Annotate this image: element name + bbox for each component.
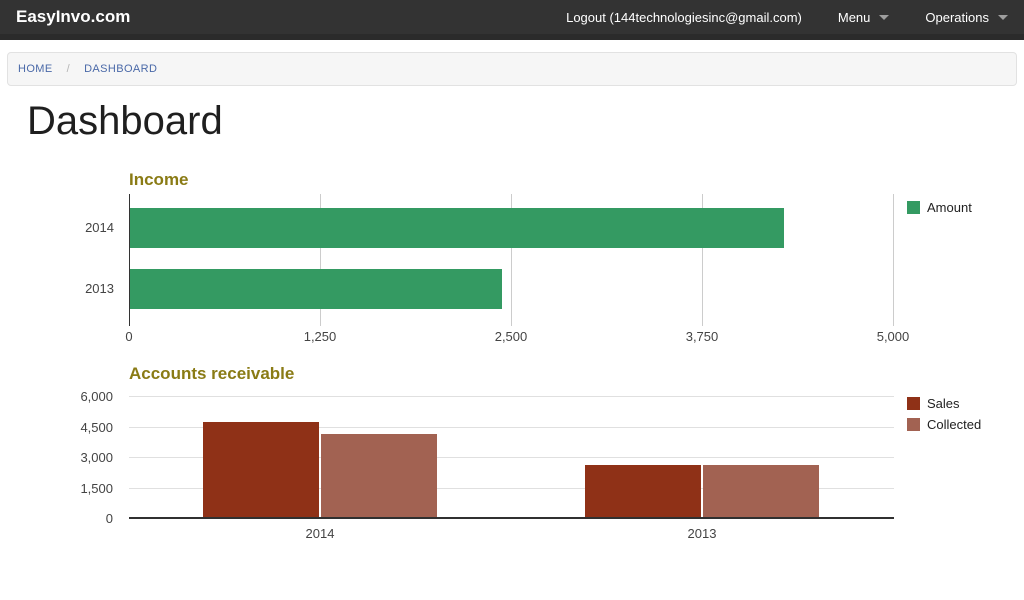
income-bar-2014 <box>130 208 784 248</box>
accounts-receivable-title: Accounts receivable <box>129 364 295 383</box>
income-gridline <box>511 194 512 326</box>
ar-bar-sales-2014 <box>203 422 319 517</box>
logout-link[interactable]: Logout (144technologiesinc@gmail.com) <box>566 10 802 25</box>
operations-label: Operations <box>925 9 989 25</box>
income-category-label: 2013 <box>85 281 114 296</box>
amount-swatch-icon <box>907 201 920 214</box>
income-y-axis-line <box>129 194 130 326</box>
income-gridline <box>893 194 894 326</box>
sales-swatch-icon <box>907 397 920 410</box>
ar-ytick: 6,000 <box>80 389 113 404</box>
breadcrumb: HOME / DASHBOARD <box>7 52 1017 86</box>
ar-gridline <box>129 457 894 458</box>
income-xtick: 3,750 <box>685 329 719 344</box>
collected-swatch-icon <box>907 418 920 431</box>
income-xtick: 1,250 <box>303 329 337 344</box>
ar-ytick: 0 <box>105 511 113 526</box>
income-category-label: 2014 <box>85 220 114 235</box>
ar-ytick: 4,500 <box>80 419 113 435</box>
legend-label: Sales <box>927 396 960 411</box>
chevron-down-icon <box>998 14 1008 20</box>
menu-dropdown[interactable]: Menu <box>838 10 890 25</box>
accounts-receivable-plot-area: 6,000 4,500 3,000 1,500 0 2014 2013 Sale… <box>80 389 981 541</box>
income-chart-title: Income <box>129 170 189 189</box>
breadcrumb-current: DASHBOARD <box>84 63 158 75</box>
accounts-receivable-legend: Sales Collected <box>907 393 981 435</box>
income-bar-2013 <box>130 269 503 309</box>
ar-gridline <box>129 487 894 489</box>
ar-ytick: 3,000 <box>80 450 113 465</box>
ar-ytick: 1,500 <box>80 480 113 496</box>
accounts-receivable-chart: Accounts receivable 6,000 4,500 3,000 1,… <box>80 364 1024 541</box>
page-title: Dashboard <box>27 99 223 143</box>
legend-label: Collected <box>927 417 982 432</box>
income-xtick: 0 <box>125 329 133 344</box>
income-legend: Amount <box>907 197 972 218</box>
income-gridline <box>320 194 321 326</box>
income-xtick: 5,000 <box>876 329 910 344</box>
navbar-right: Logout (144technologiesinc@gmail.com) Me… <box>566 10 1008 25</box>
brand-logo[interactable]: EasyInvo.com <box>16 7 131 26</box>
chevron-down-icon <box>879 14 890 20</box>
ar-bar-collected-2013 <box>703 464 819 517</box>
ar-gridline <box>129 396 894 397</box>
legend-label: Amount <box>927 200 972 215</box>
income-gridline <box>702 194 703 326</box>
ar-gridline <box>129 426 894 428</box>
logout-label: Logout (144technologiesinc@gmail.com) <box>566 9 802 25</box>
menu-label: Menu <box>837 9 871 25</box>
ar-bar-sales-2013 <box>585 464 701 517</box>
ar-category-label: 2013 <box>687 526 717 541</box>
legend-item-collected: Collected <box>907 414 981 435</box>
legend-item-amount: Amount <box>907 197 972 218</box>
top-navbar: EasyInvo.com Logout (144technologiesinc@… <box>0 0 1024 40</box>
income-plot-area: 2014 2013 0 1,250 2,500 3,750 5,000 Amou… <box>85 194 972 344</box>
operations-dropdown[interactable]: Operations <box>925 10 1008 25</box>
ar-category-label: 2014 <box>305 526 335 541</box>
breadcrumb-home-link[interactable]: HOME <box>18 63 53 75</box>
breadcrumb-separator: / <box>66 63 71 75</box>
ar-bar-collected-2014 <box>321 434 437 517</box>
income-xtick: 2,500 <box>494 329 528 344</box>
legend-item-sales: Sales <box>907 393 981 414</box>
income-chart: Income 2014 2013 0 1,250 2,500 3,750 5,0… <box>85 170 1024 344</box>
ar-x-axis-line <box>129 517 894 519</box>
